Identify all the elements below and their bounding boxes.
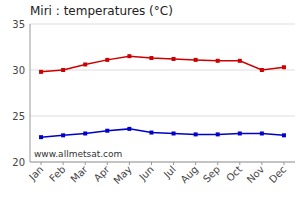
point-marker xyxy=(172,131,176,135)
point-marker xyxy=(61,68,65,72)
x-tick xyxy=(195,162,196,165)
point-marker xyxy=(194,132,198,136)
x-tick-label: Jan xyxy=(26,164,45,183)
x-tick xyxy=(151,162,152,165)
point-marker xyxy=(216,132,220,136)
point-marker xyxy=(105,58,109,62)
point-marker xyxy=(260,131,264,135)
point-marker xyxy=(105,129,109,133)
plot-area xyxy=(39,54,286,139)
point-marker xyxy=(39,135,43,139)
x-tick xyxy=(41,162,42,165)
point-marker xyxy=(149,56,153,60)
x-tick-label: May xyxy=(111,164,133,186)
y-axis xyxy=(30,24,31,162)
y-tick-label: 20 xyxy=(12,157,25,168)
y-tick-label: 30 xyxy=(12,65,25,76)
annotation: www.allmetsat.com xyxy=(34,149,122,159)
x-tick-label: Aug xyxy=(178,164,200,186)
y-tick-label: 25 xyxy=(12,111,25,122)
point-marker xyxy=(61,133,65,137)
point-marker xyxy=(260,68,264,72)
point-marker xyxy=(282,65,286,69)
x-tick xyxy=(283,162,284,165)
point-marker xyxy=(238,59,242,63)
y-tick-label: 35 xyxy=(12,19,25,30)
x-tick-label: Nov xyxy=(245,164,267,186)
point-marker xyxy=(39,70,43,74)
annotation-bg xyxy=(32,148,124,160)
x-tick xyxy=(217,162,218,165)
title: Miri : temperatures (°C) xyxy=(30,4,173,18)
point-marker xyxy=(282,133,286,137)
point-marker xyxy=(83,62,87,66)
x-tick xyxy=(63,162,64,165)
grid-line xyxy=(30,162,295,163)
point-marker xyxy=(216,59,220,63)
x-tick xyxy=(173,162,174,165)
point-marker xyxy=(127,54,131,58)
x-tick xyxy=(107,162,108,165)
point-marker xyxy=(238,131,242,135)
x-tick-label: Jul xyxy=(161,164,178,181)
x-tick xyxy=(129,162,130,165)
x-tick-label: Mar xyxy=(68,163,90,185)
point-marker xyxy=(149,131,153,135)
chart: Miri : temperatures (°C)20253035JanFebMa… xyxy=(0,0,305,200)
x-axis xyxy=(30,162,295,163)
series-line xyxy=(41,56,284,72)
x-tick-label: Oct xyxy=(224,164,244,184)
series-line xyxy=(41,129,284,137)
x-tick-label: Feb xyxy=(47,164,67,184)
grid-line xyxy=(30,24,295,25)
x-tick-label: Sep xyxy=(201,164,222,185)
grid-line xyxy=(30,70,295,71)
x-tick xyxy=(261,162,262,165)
x-tick-label: Dec xyxy=(267,164,288,185)
x-tick-label: Jun xyxy=(136,164,156,184)
point-marker xyxy=(172,57,176,61)
grid-line xyxy=(30,116,295,117)
point-marker xyxy=(83,131,87,135)
point-marker xyxy=(127,127,131,131)
x-tick xyxy=(239,162,240,165)
chart-container: Miri : temperatures (°C)20253035JanFebMa… xyxy=(0,0,305,200)
point-marker xyxy=(194,58,198,62)
x-tick xyxy=(85,162,86,165)
x-tick-label: Apr xyxy=(92,163,113,184)
